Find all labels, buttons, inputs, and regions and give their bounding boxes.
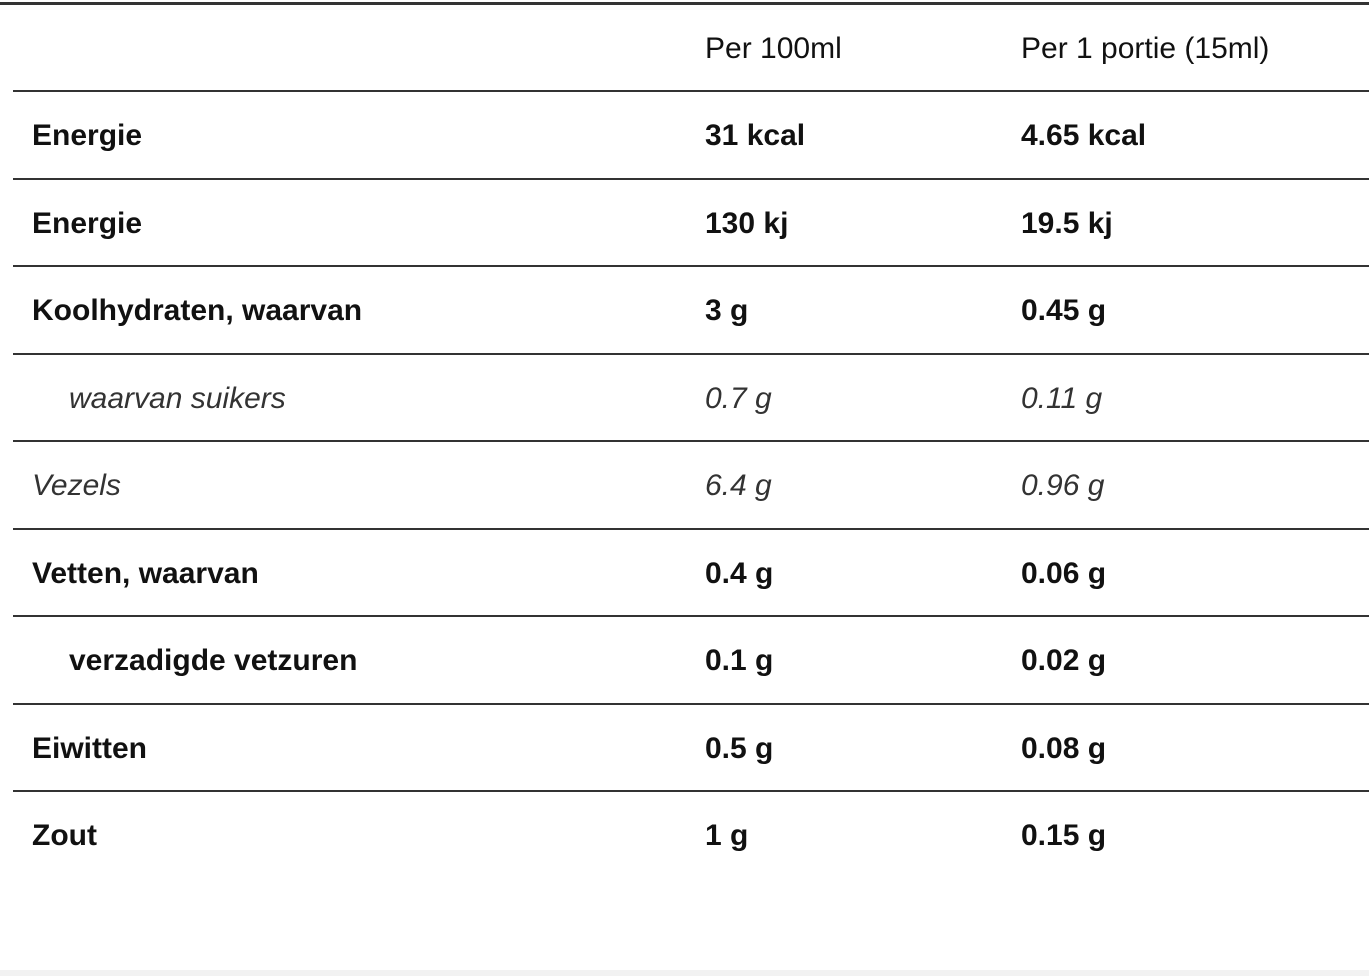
nutrient-value: 0.7 g bbox=[705, 382, 772, 415]
nutrient-value: 0.02 g bbox=[1021, 644, 1107, 677]
nutrient-value: 6.4 g bbox=[705, 469, 772, 502]
nutrient-value: 0.45 g bbox=[1021, 294, 1107, 327]
nutrient-name: verzadigde vetzuren bbox=[69, 644, 358, 677]
table-row: verzadigde vetzuren 0.1 g 0.02 g bbox=[13, 615, 1369, 704]
footer-strip bbox=[0, 970, 1369, 976]
nutrient-name: waarvan suikers bbox=[69, 382, 286, 415]
table-row: Energie 130 kj 19.5 kj bbox=[13, 178, 1369, 267]
table-row: Energie 31 kcal 4.65 kcal bbox=[13, 90, 1369, 179]
nutrient-value: 130 kj bbox=[705, 207, 789, 240]
header-cell: Per 100ml bbox=[705, 32, 842, 65]
nutrient-name: Zout bbox=[32, 819, 97, 852]
nutrient-name: Energie bbox=[32, 119, 143, 152]
table-row: Koolhydraten, waarvan 3 g 0.45 g bbox=[13, 265, 1369, 354]
header-cell: Per 1 portie (15ml) bbox=[1021, 32, 1270, 65]
nutrient-value: 3 g bbox=[705, 294, 749, 327]
nutrient-value: 0.1 g bbox=[705, 644, 774, 677]
nutrient-name: Vezels bbox=[32, 469, 121, 502]
table-row: Zout 1 g 0.15 g bbox=[13, 790, 1369, 879]
nutrient-value: 1 g bbox=[705, 819, 749, 852]
nutrient-value: 0.4 g bbox=[705, 557, 774, 590]
nutrient-value: 31 kcal bbox=[705, 119, 806, 152]
nutrient-value: 0.96 g bbox=[1021, 469, 1105, 502]
nutrient-name: Eiwitten bbox=[32, 732, 148, 765]
table-row: waarvan suikers 0.7 g 0.11 g bbox=[13, 353, 1369, 442]
nutrient-value: 0.08 g bbox=[1021, 732, 1107, 765]
nutrient-value: 0.11 g bbox=[1021, 382, 1103, 415]
table-row: Vetten, waarvan 0.4 g 0.06 g bbox=[13, 528, 1369, 617]
table-row: Vezels 6.4 g 0.96 g bbox=[13, 440, 1369, 529]
nutrient-value: 0.06 g bbox=[1021, 557, 1107, 590]
nutrient-name: Vetten, waarvan bbox=[32, 557, 259, 590]
nutrient-name: Energie bbox=[32, 207, 143, 240]
nutrient-value: 0.5 g bbox=[705, 732, 774, 765]
table-row: Eiwitten 0.5 g 0.08 g bbox=[13, 703, 1369, 792]
nutrient-value: 0.15 g bbox=[1021, 819, 1107, 852]
nutrient-value: 4.65 kcal bbox=[1021, 119, 1147, 152]
header-row: Per 100ml Per 1 portie (15ml) bbox=[0, 2, 1369, 92]
nutrient-name: Koolhydraten, waarvan bbox=[32, 294, 363, 327]
nutrient-value: 19.5 kj bbox=[1021, 207, 1113, 240]
